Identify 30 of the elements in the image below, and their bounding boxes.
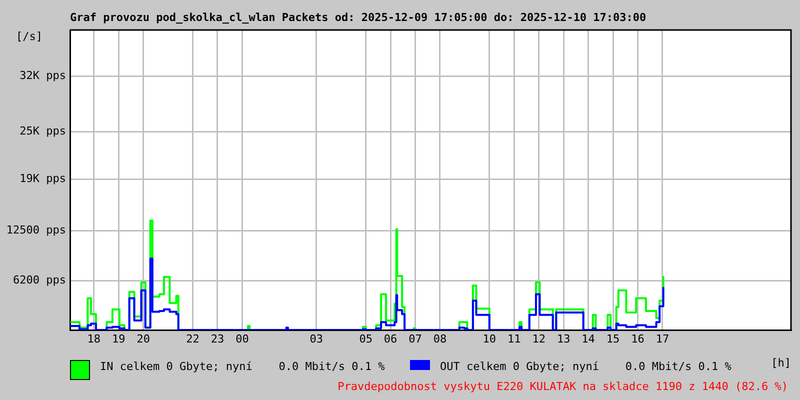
x-tick-label: 23: [210, 332, 224, 346]
x-tick-label: 20: [136, 332, 150, 346]
x-tick-label: 00: [236, 332, 249, 346]
x-tick-label: 10: [482, 332, 496, 346]
chart-title: Graf provozu pod_skolka_cl_wlan Packets od: 2025-12-09 17:05:00 do: 2025-12-10 17:03:00: [70, 11, 646, 24]
y-tick-label: 19K pps: [20, 172, 66, 186]
y-tick-label: 32K pps: [20, 68, 66, 82]
x-tick-label: 19: [112, 332, 126, 346]
x-tick-label: 11: [508, 332, 521, 346]
x-tick-label: 07: [408, 332, 422, 346]
x-tick-label: 16: [631, 332, 644, 346]
y-tick-label: 25K pps: [20, 124, 66, 138]
x-tick-label: 15: [606, 332, 620, 346]
x-tick-label: 22: [186, 332, 200, 346]
x-tick-label: 13: [556, 332, 570, 346]
legend-label: OUT celkem 0 Gbyte; nyní 0.0 Mbit/s 0.1 %: [440, 360, 732, 373]
x-tick-label: 12: [532, 332, 546, 346]
x-tick-label: 03: [310, 332, 323, 346]
x-tick-label: 17: [656, 332, 670, 346]
x-tick-label: 14: [582, 332, 596, 346]
y-axis-title: [/s]: [16, 30, 42, 43]
x-axis-title: [h]: [771, 356, 791, 370]
text: Pravdepodobnost vyskytu E220 KULATAK na skladce 1190 z 1440 (82.6 %): [338, 380, 788, 393]
x-tick-label: 18: [87, 332, 101, 346]
y-tick-label: 6200 pps: [13, 274, 66, 287]
y-tick-label: 12500 pps: [6, 224, 66, 237]
legend-label: IN celkem 0 Gbyte; nyní 0.0 Mbit/s 0.1 %: [100, 360, 385, 373]
x-tick-label: 06: [384, 332, 398, 346]
x-tick-label: 08: [433, 332, 447, 346]
x-tick-label: 05: [359, 332, 372, 346]
